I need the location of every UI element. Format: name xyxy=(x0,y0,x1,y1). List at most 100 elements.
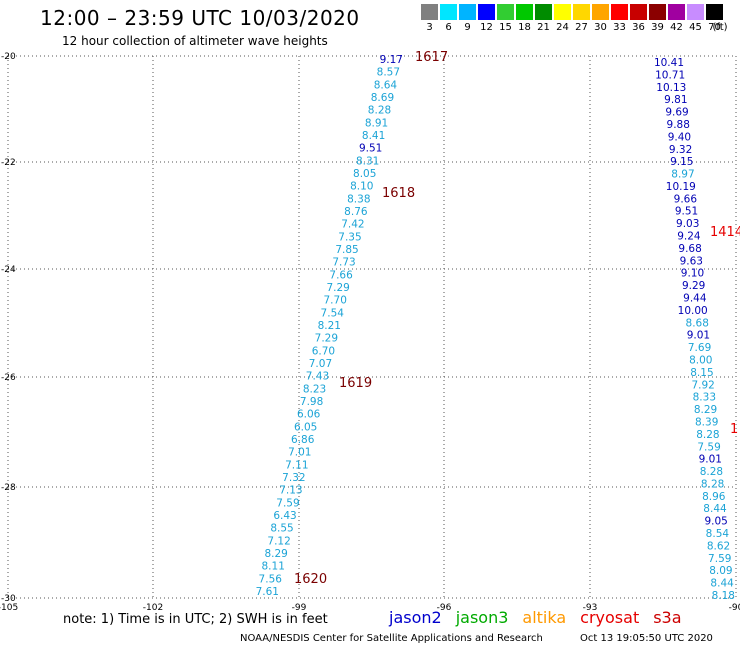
lat-label: -30 xyxy=(1,594,16,604)
track-b-value: 9.15 xyxy=(670,156,693,168)
track-b-value: 8.97 xyxy=(671,169,694,181)
legend-label: 24 xyxy=(556,22,569,33)
lon-label: -96 xyxy=(437,603,452,613)
track-b-value: 8.15 xyxy=(690,367,713,379)
lat-label: -24 xyxy=(1,265,16,275)
track-a-value: 7.61 xyxy=(256,586,279,598)
track-a-value: 7.29 xyxy=(326,282,349,294)
track-b-value: 8.44 xyxy=(710,578,734,590)
track-a-value: 7.98 xyxy=(300,396,323,408)
track-b-value: 10.13 xyxy=(656,82,686,94)
legend-swatch xyxy=(440,4,457,20)
track-b-value: 10.19 xyxy=(666,181,696,193)
track-b-value: 9.05 xyxy=(704,516,727,528)
legend-label: 15 xyxy=(499,22,512,33)
track-b-value: 7.59 xyxy=(697,441,720,453)
track-a-value: 6.86 xyxy=(291,434,315,446)
legend-swatch xyxy=(630,4,647,20)
legend-label: 45 xyxy=(689,22,702,33)
legend-label: 21 xyxy=(537,22,550,33)
track-b-value: 9.01 xyxy=(687,330,710,342)
footer-note: note: 1) Time is in UTC; 2) SWH is in fe… xyxy=(63,612,328,627)
time-label: 1414 xyxy=(710,225,740,240)
track-b-value: 9.66 xyxy=(674,193,698,205)
legend-label: 18 xyxy=(518,22,531,33)
track-a-value: 8.10 xyxy=(350,181,373,193)
legend-swatch xyxy=(592,4,609,20)
legend-swatch xyxy=(516,4,533,20)
satellite-altika: altika xyxy=(522,608,567,627)
legend-swatch xyxy=(687,4,704,20)
legend-swatch xyxy=(459,4,476,20)
track-a-value: 7.43 xyxy=(306,371,329,383)
legend-label: 12 xyxy=(480,22,493,33)
lon-label: -105 xyxy=(0,603,18,613)
legend-swatch xyxy=(535,4,552,20)
track-b-value: 8.28 xyxy=(700,466,723,478)
track-b-value: 9.32 xyxy=(669,144,692,156)
track-a-value: 8.21 xyxy=(318,320,341,332)
chart-subtitle: 12 hour collection of altimeter wave hei… xyxy=(62,34,328,48)
legend-swatch xyxy=(421,4,438,20)
chart-title: 12:00 – 23:59 UTC 10/03/2020 xyxy=(40,6,360,30)
track-a-value: 6.43 xyxy=(273,510,296,522)
track-a-value: 9.51 xyxy=(359,143,382,155)
track-b-value: 9.03 xyxy=(676,218,699,230)
legend-label: 70 xyxy=(708,22,721,33)
track-a-value: 7.29 xyxy=(315,333,338,345)
track-a-value: 6.06 xyxy=(297,409,321,421)
track-b-value: 8.28 xyxy=(701,478,724,490)
track-b-value: 8.18 xyxy=(712,590,735,602)
track-a-value: 7.70 xyxy=(324,295,347,307)
legend-label: 27 xyxy=(575,22,588,33)
credit-line: NOAA/NESDIS Center for Satellite Applica… xyxy=(240,633,543,644)
satellite-jason2: jason2 xyxy=(389,608,442,627)
track-a-value: 7.59 xyxy=(276,497,299,509)
track-b-value: 7.69 xyxy=(688,342,711,354)
legend-swatch xyxy=(478,4,495,20)
track-a-value: 7.11 xyxy=(285,459,308,471)
track-a-value: 8.28 xyxy=(368,105,391,117)
track-b-value: 10.41 xyxy=(654,57,684,69)
track-b-value: 8.62 xyxy=(707,540,730,552)
track-a-value: 7.56 xyxy=(259,573,283,585)
legend-label: 6 xyxy=(445,22,452,33)
track-b-value: 8.28 xyxy=(696,429,719,441)
track-b-value: 9.01 xyxy=(699,454,722,466)
track-a-value: 8.38 xyxy=(347,193,370,205)
track-a-value: 7.42 xyxy=(341,219,364,231)
track-b-value: 9.81 xyxy=(664,94,687,106)
track-a-value: 6.05 xyxy=(294,421,317,433)
legend-label: 39 xyxy=(651,22,664,33)
legend-swatch xyxy=(611,4,628,20)
legend-unit: (ft) xyxy=(712,22,728,33)
legend-label: 36 xyxy=(632,22,645,33)
track-b-value: 8.33 xyxy=(693,392,716,404)
track-a-value: 8.64 xyxy=(374,79,398,91)
track-a-value: 7.07 xyxy=(309,358,332,370)
track-b-value: 9.29 xyxy=(682,280,705,292)
track-b-value: 7.59 xyxy=(708,553,731,565)
track-a-value: 7.32 xyxy=(282,472,305,484)
lat-label: -28 xyxy=(1,483,16,493)
track-b-value: 9.40 xyxy=(668,131,691,143)
track-b-value: 8.09 xyxy=(709,565,732,577)
track-b-value: 9.10 xyxy=(681,268,704,280)
satellite-s3a: s3a xyxy=(653,608,682,627)
track-a-value: 8.31 xyxy=(356,155,379,167)
track-a-value: 7.13 xyxy=(279,485,302,497)
time-label: 1617 xyxy=(415,50,448,65)
satellite-legend: jason2 jason3 altika cryosat s3a xyxy=(389,608,696,627)
track-b-value: 8.68 xyxy=(686,317,709,329)
track-a-value: 8.29 xyxy=(264,548,287,560)
track-b-value: 8.00 xyxy=(689,354,712,366)
track-b-value: 8.54 xyxy=(706,528,730,540)
track-b-value: 9.68 xyxy=(678,243,701,255)
track-a-value: 8.55 xyxy=(270,523,293,535)
legend-swatch xyxy=(649,4,666,20)
track-a-value: 8.69 xyxy=(371,92,394,104)
track-a-value: 7.66 xyxy=(329,269,353,281)
track-a-value: 8.11 xyxy=(262,561,285,573)
track-a-value: 8.41 xyxy=(362,130,385,142)
